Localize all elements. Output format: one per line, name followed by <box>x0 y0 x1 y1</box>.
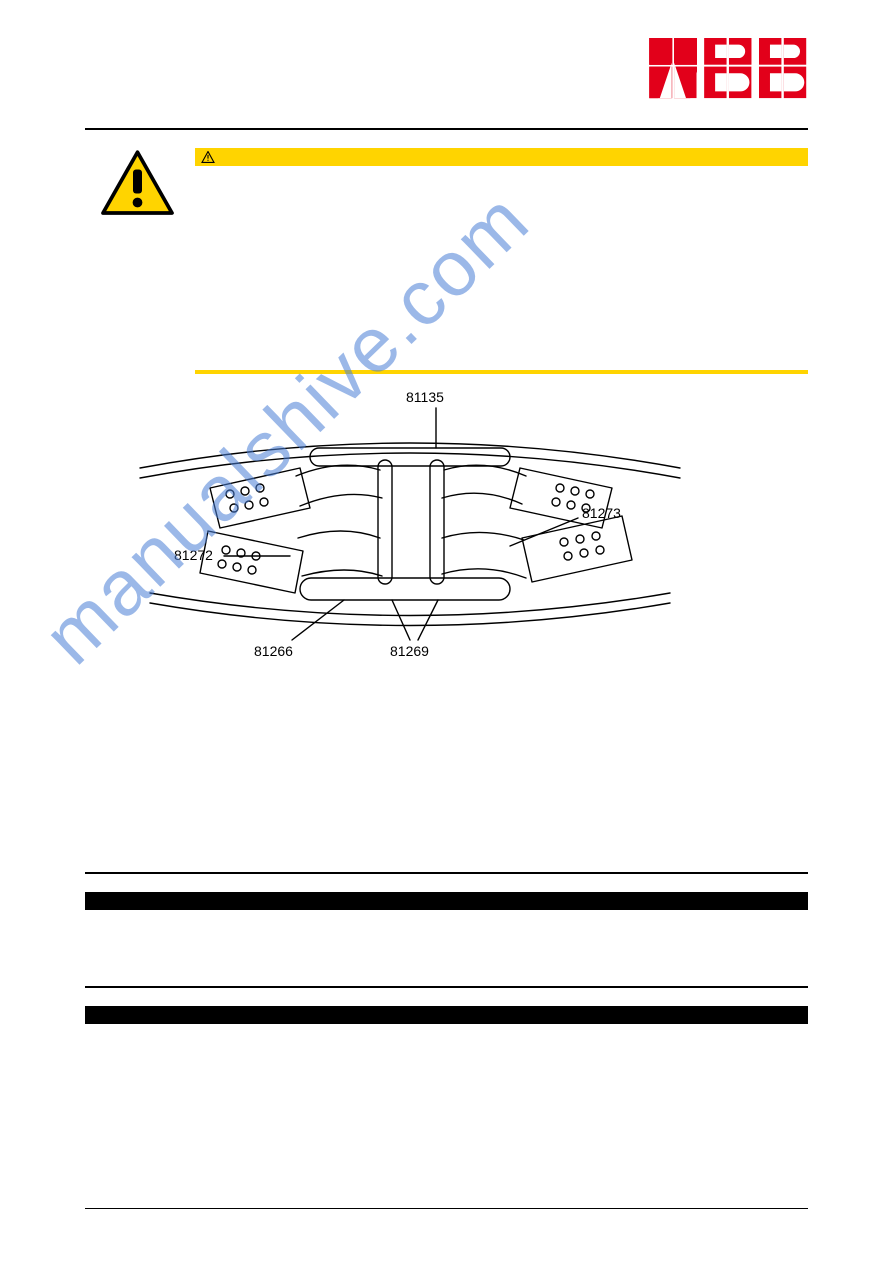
warning-icon <box>201 151 215 163</box>
label-81135: 81135 <box>406 389 444 405</box>
part-figure: 81135 81273 81272 81266 81269 <box>130 378 690 683</box>
label-81269: 81269 <box>390 643 429 659</box>
label-81273: 81273 <box>582 505 621 521</box>
footer-rule <box>85 1208 808 1209</box>
label-81266: 81266 <box>254 643 293 659</box>
abb-logo <box>648 38 808 105</box>
table-2-top-rule <box>85 986 808 988</box>
banner-bottom-rule <box>195 370 808 374</box>
caution-banner <box>195 148 808 166</box>
label-81272: 81272 <box>174 547 213 563</box>
table-2-header <box>85 1006 808 1024</box>
table-1-header <box>85 892 808 910</box>
table-1-top-rule <box>85 872 808 874</box>
caution-triangle-icon <box>100 150 175 221</box>
top-rule <box>85 128 808 130</box>
